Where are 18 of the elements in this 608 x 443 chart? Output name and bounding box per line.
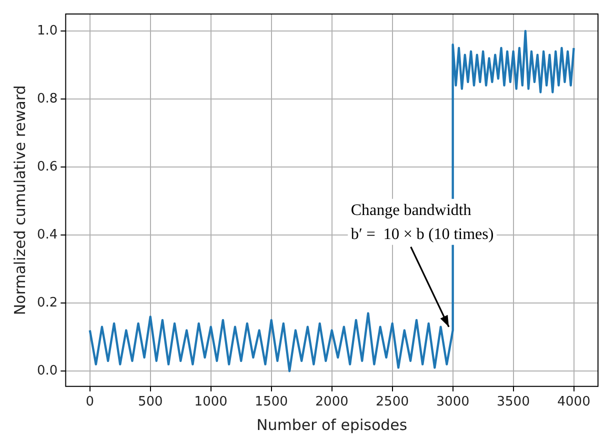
x-tick-label: 2500 <box>376 394 409 410</box>
x-tick-label: 4000 <box>557 394 590 410</box>
x-tick-label: 0 <box>86 394 94 410</box>
x-tick-label: 3000 <box>436 394 470 410</box>
y-tick-label: 1.0 <box>36 23 58 38</box>
x-tick-label: 1500 <box>254 394 288 410</box>
y-tick-label: 0.6 <box>36 159 58 174</box>
x-tick-label: 2000 <box>315 394 348 410</box>
x-tick-label: 3500 <box>496 394 530 410</box>
annotation: Change bandwidth b′ = 10 × b (10 times) <box>350 202 494 243</box>
y-tick-label: 0.2 <box>36 295 58 310</box>
y-tick-label: 0.4 <box>36 227 58 242</box>
y-tick-label: 0.0 <box>36 363 58 378</box>
y-tick-label: 0.8 <box>36 91 58 106</box>
x-tick-label: 1000 <box>194 394 228 410</box>
x-axis-title: Number of episodes <box>256 416 408 434</box>
x-tick-label: 500 <box>138 394 163 410</box>
y-axis-title: Normalized cumulative reward <box>10 85 29 316</box>
